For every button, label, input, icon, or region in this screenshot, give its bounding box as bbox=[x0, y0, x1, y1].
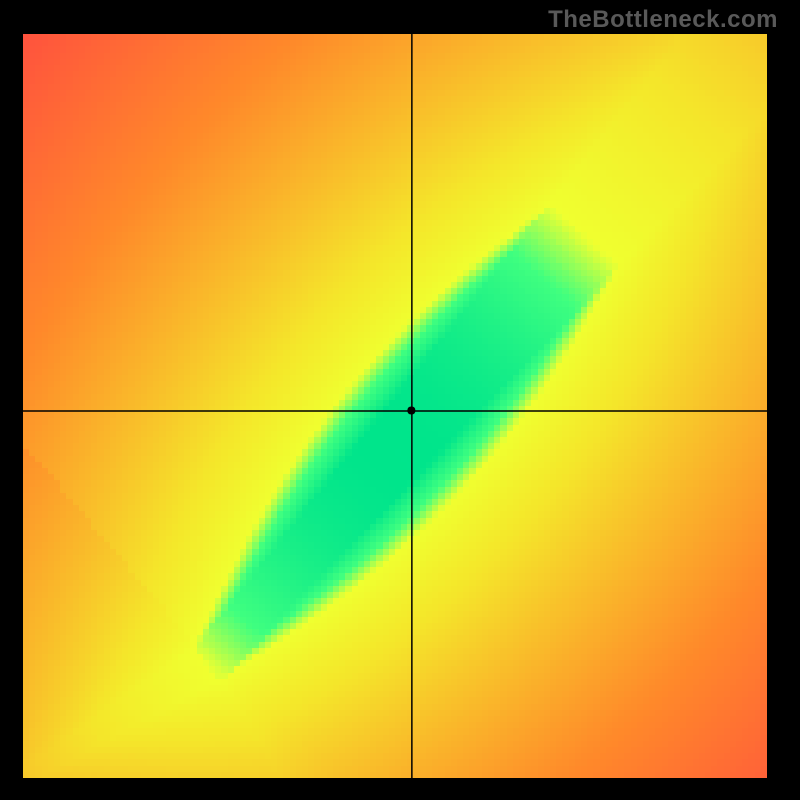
heatmap-chart bbox=[23, 34, 767, 778]
watermark-text: TheBottleneck.com bbox=[548, 6, 778, 34]
root-container: { "watermark": { "text": "TheBottleneck.… bbox=[0, 0, 800, 800]
heatmap-canvas bbox=[23, 34, 767, 778]
